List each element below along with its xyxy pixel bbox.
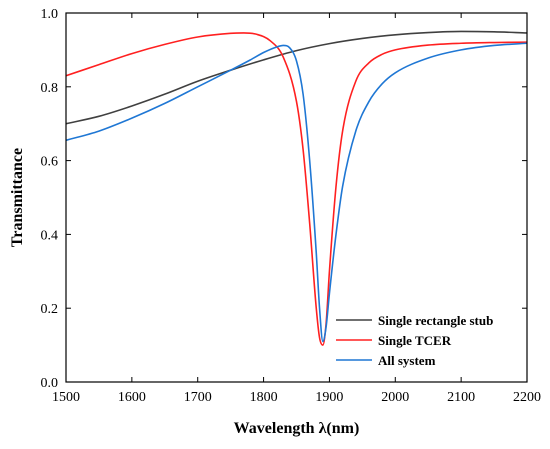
y-tick-label: 1.0: [41, 7, 59, 22]
y-tick-label: 0.8: [41, 81, 59, 96]
x-tick-label: 1500: [52, 390, 80, 405]
plot-frame: [65, 12, 528, 383]
y-tick-label: 0.2: [41, 302, 59, 317]
series-line-single-tcer: [66, 32, 527, 346]
x-tick-label: 1600: [118, 390, 146, 405]
legend-label: Single TCER: [378, 333, 452, 348]
y-tick-label: 0.4: [41, 228, 59, 243]
series-layer: [66, 30, 527, 346]
y-axis-title: Transmittance: [9, 148, 26, 247]
x-tick-label: 2000: [381, 390, 409, 405]
x-tick-label: 1700: [184, 390, 212, 405]
x-tick-label: 2100: [447, 390, 475, 405]
x-axis-title: Wavelength λ(nm): [234, 420, 360, 437]
y-tick-label: 0.6: [41, 155, 59, 170]
series-line-single-rectangle-stub: [66, 30, 527, 125]
x-tick-label: 2200: [513, 390, 541, 405]
legend-label: Single rectangle stub: [378, 313, 493, 328]
ticks-layer: 1500 1600 1700 1800 1900 2000 2100 2200 0.0 0.2 0.…: [41, 7, 542, 405]
y-tick-label: 0.0: [41, 376, 59, 391]
x-tick-label: 1900: [315, 390, 343, 405]
legend: Single rectangle stub Single TCER All syst…: [336, 313, 493, 368]
legend-label: All system: [378, 353, 436, 368]
series-line-all-system: [66, 42, 527, 343]
x-tick-label: 1800: [250, 390, 278, 405]
